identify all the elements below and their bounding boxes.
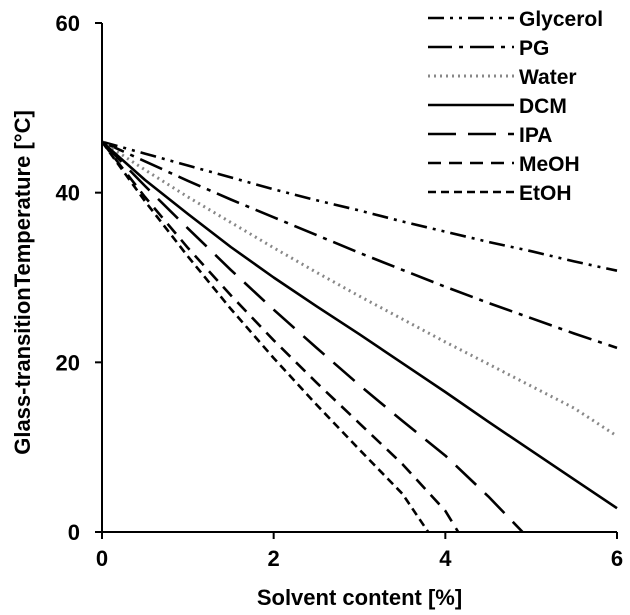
x-tick-label: 2 — [268, 546, 280, 571]
legend: Glycerol PG Water DCM IPA MeOH EtOH — [428, 8, 603, 205]
series-line-glycerol — [101, 140, 618, 272]
legend-label-dcm: DCM — [519, 95, 567, 118]
series-line-pg — [101, 140, 618, 350]
series-line-water — [101, 140, 618, 438]
legend-label-ipa: IPA — [519, 124, 552, 147]
y-tick-label: 40 — [56, 181, 80, 206]
y-tick-label: 60 — [56, 11, 80, 36]
series-line-meoh — [100, 141, 460, 533]
x-tick-label: 0 — [96, 546, 108, 571]
axes — [101, 23, 617, 533]
series-line-dcm — [101, 140, 618, 510]
y-tick-label: 20 — [56, 350, 80, 375]
y-axis-title: Glass-transitionTemperature [°C] — [10, 110, 35, 455]
legend-label-pg: PG — [519, 37, 549, 60]
series-layer — [100, 140, 618, 533]
x-tick-label: 6 — [611, 546, 623, 571]
legend-label-etoh: EtOH — [519, 182, 572, 205]
legend-label-meoh: MeOH — [519, 153, 580, 176]
legend-label-glycerol: Glycerol — [519, 8, 603, 31]
series-line-etoh — [100, 141, 430, 533]
y-tick-label: 0 — [68, 520, 80, 545]
x-tick-label: 4 — [439, 546, 452, 571]
x-axis-title: Solvent content [%] — [257, 585, 462, 610]
series-line-ipa — [101, 140, 524, 533]
legend-label-water: Water — [519, 66, 577, 89]
